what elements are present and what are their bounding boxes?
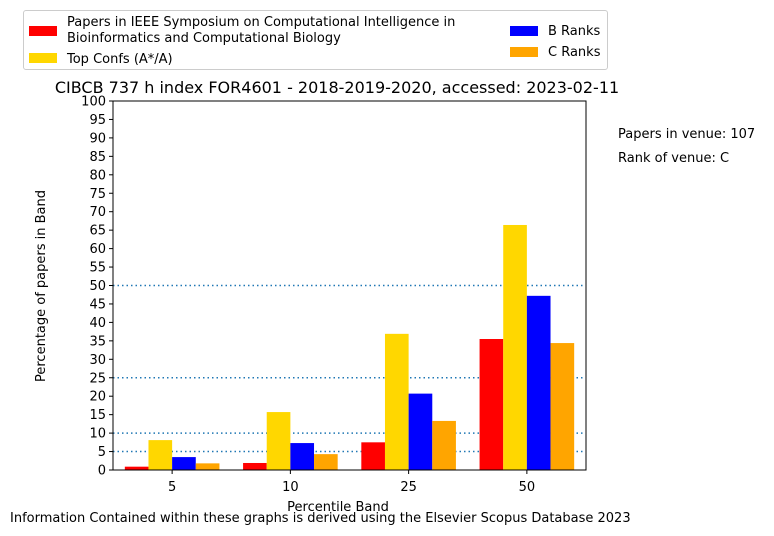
legend-swatch-top-confs (29, 53, 57, 63)
legend-swatch-b-ranks (510, 26, 538, 36)
x-axis-label: Percentile Band (287, 500, 389, 515)
bar-2-5 (148, 440, 173, 470)
y-tick-label-5: 5 (98, 445, 106, 460)
data-source-footer: Information Contained within these graph… (10, 511, 631, 526)
y-tick-label-75: 75 (89, 187, 106, 202)
y-tick-label-65: 65 (89, 224, 106, 239)
y-tick-label-50: 50 (89, 279, 106, 294)
legend-label-c-ranks: C Ranks (548, 45, 601, 60)
y-tick-label-70: 70 (89, 205, 106, 220)
x-tick-label-10: 10 (282, 480, 299, 495)
bar-3-25 (408, 393, 433, 470)
bar-2-10 (266, 412, 291, 470)
bar-1-10 (243, 462, 267, 470)
y-axis: 0 5 10 15 20 25 30 35 40 45 50 55 60 65 70 75 80 85 90 95 10… (81, 95, 113, 479)
y-tick-label-20: 20 (89, 390, 106, 405)
bar-4-10 (314, 454, 338, 470)
y-tick-label-40: 40 (89, 316, 106, 331)
y-tick-label-95: 95 (89, 113, 106, 128)
legend-label-b-ranks: B Ranks (548, 24, 601, 39)
legend-swatch-c-ranks (510, 47, 538, 57)
legend: Papers in IEEE Symposium on Computationa… (23, 10, 608, 70)
y-tick-label-90: 90 (89, 131, 106, 146)
bar-2-50 (503, 224, 527, 470)
bar-1-5 (124, 466, 149, 470)
y-axis-label: Percentage of papers in Band (34, 190, 49, 382)
bar-2-25 (384, 333, 409, 470)
y-tick-label-10: 10 (89, 427, 106, 442)
x-tick-label-5: 5 (168, 480, 176, 495)
bar-3-50 (526, 295, 551, 470)
y-tick-label-85: 85 (89, 150, 106, 165)
bar-1-50 (479, 339, 504, 470)
y-tick-label-35: 35 (89, 334, 106, 349)
legend-label-venue-line1: Papers in IEEE Symposium on Computationa… (67, 15, 456, 30)
y-tick-label-0: 0 (98, 464, 106, 479)
chart-title: CIBCB 737 h index FOR4601 - 2018-2019-20… (55, 78, 619, 97)
x-axis: 5 10 25 50 (168, 470, 535, 495)
y-tick-label-55: 55 (89, 261, 106, 276)
x-tick-label-25: 25 (400, 480, 417, 495)
y-tick-label-80: 80 (89, 168, 106, 183)
bar-4-25 (432, 420, 456, 470)
bar-1-25 (361, 442, 385, 470)
legend-label-venue-line2: Bioinformatics and Computational Biology (67, 31, 341, 46)
papers-in-venue: Papers in venue: 107 (618, 127, 756, 142)
rank-of-venue: Rank of venue: C (618, 151, 730, 166)
bar-3-10 (290, 443, 315, 470)
y-tick-label-15: 15 (89, 408, 106, 423)
y-tick-label-25: 25 (89, 371, 106, 386)
y-tick-label-100: 100 (81, 95, 106, 110)
legend-label-top-confs: Top Confs (A*/A) (67, 52, 173, 67)
bar-4-5 (195, 463, 220, 470)
x-tick-label-50: 50 (519, 480, 536, 495)
y-tick-label-60: 60 (89, 242, 106, 257)
bars (124, 224, 575, 470)
legend-swatch-venue (29, 26, 57, 36)
bar-4-50 (550, 343, 575, 470)
y-tick-label-30: 30 (89, 353, 106, 368)
bar-3-5 (172, 457, 196, 470)
y-tick-label-45: 45 (89, 297, 106, 312)
